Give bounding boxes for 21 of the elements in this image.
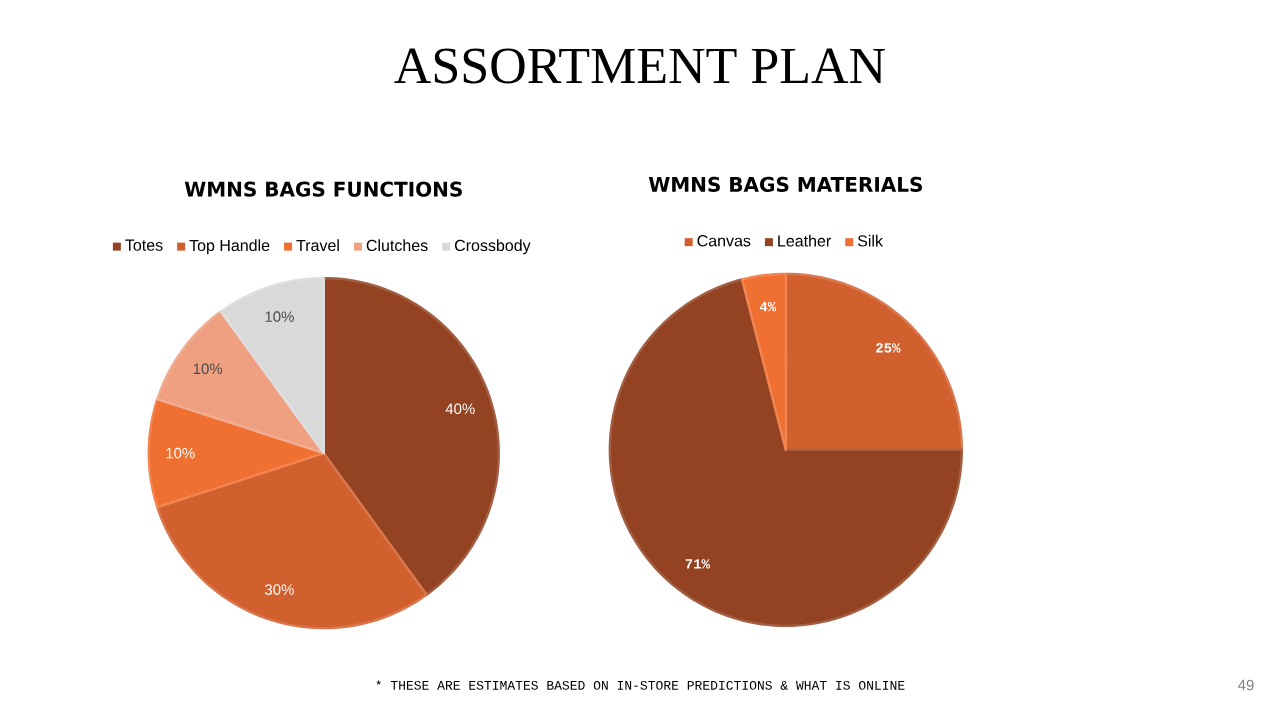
text: ASSORTMENT PLAN [394,48,885,84]
data-label: 10% [166,447,195,459]
legend-label: Top Handle [189,239,270,255]
data-label: 10% [265,311,294,322]
legend-label: Travel [296,239,339,252]
text: 49 [1238,679,1254,691]
data-label: 71% [685,559,710,569]
data-label: 30% [264,584,294,595]
legend-label: Crossbody [454,239,531,255]
legend-label: Totes [125,239,163,251]
text: * THESE ARE ESTIMATES BASED ON IN-STORE PREDICTIONS & WHAT IS ONLINE [376,680,905,690]
chart-title: WMNS BAGS FUNCTIONS [184,181,462,197]
legend-label: Silk [857,234,884,247]
data-label: 4% [759,302,777,312]
data-label: 10% [193,363,223,375]
chart-title: WMNS BAGS MATERIALS [648,176,922,192]
data-label: 40% [445,403,475,415]
legend-label: Canvas [697,235,751,247]
data-label: 25% [876,343,901,353]
legend-label: Leather [778,234,831,247]
legend-label: Clutches [366,239,428,252]
